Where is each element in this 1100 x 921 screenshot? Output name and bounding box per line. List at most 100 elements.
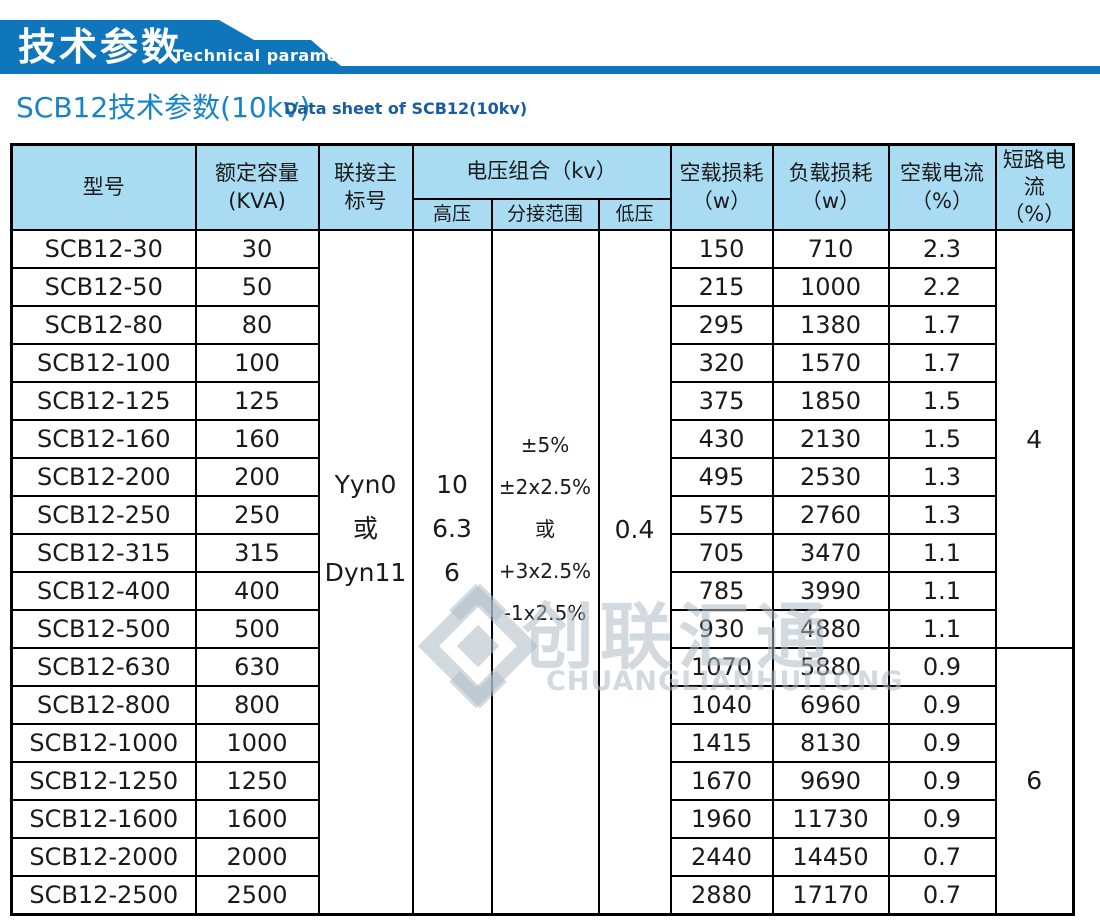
cell-noload-current: 0.9 [887, 723, 997, 763]
cell-capacity: 250 [194, 495, 320, 535]
cell-noload-current: 1.3 [887, 495, 997, 535]
table-row: SCB12-125 125 375 1850 1.5 [10, 381, 1074, 421]
cell-noload-current: 1.7 [887, 305, 997, 345]
cell-noload-loss: 2880 [669, 875, 774, 915]
col-header-noload-loss: 空载损耗 （w） [669, 143, 774, 231]
cell-noload-current: 1.5 [887, 381, 997, 421]
banner: 技术参数 Technical parameter [0, 20, 1100, 74]
cell-load-loss: 3990 [771, 571, 890, 611]
cell-capacity: 2000 [194, 837, 320, 877]
table-row: SCB12-2000 2000 2440 14450 0.7 [10, 837, 1074, 877]
table-row: SCB12-500 500 930 4880 1.1 [10, 609, 1074, 649]
cell-load-loss: 2530 [771, 457, 890, 497]
col-header-low-voltage: 低压 [597, 198, 672, 231]
cell-noload-loss: 575 [669, 495, 774, 535]
table-row: SCB12-50 50 215 1000 2.2 [10, 267, 1074, 307]
spec-table-wrap: 型号 额定容量 (KVA) 联接主 标号 电压组合（kv） 空载损耗 （w） 负… [10, 143, 1075, 916]
cell-load-loss: 1850 [771, 381, 890, 421]
cell-model: SCB12-1000 [10, 723, 197, 763]
cell-load-loss: 2760 [771, 495, 890, 535]
cell-model: SCB12-125 [10, 381, 197, 421]
merged-cell-high-voltage: 10 6.3 6 [411, 229, 493, 915]
col-header-tap-range: 分接范围 [490, 198, 600, 231]
cell-noload-current: 0.9 [887, 761, 997, 801]
cell-noload-loss: 1070 [669, 647, 774, 687]
table-row: SCB12-250 250 575 2760 1.3 [10, 495, 1074, 535]
cell-model: SCB12-400 [10, 571, 197, 611]
cell-model: SCB12-160 [10, 419, 197, 459]
col-header-model: 型号 [10, 143, 197, 231]
table-row: SCB12-160 160 430 2130 1.5 [10, 419, 1074, 459]
cell-capacity: 315 [194, 533, 320, 573]
cell-model: SCB12-800 [10, 685, 197, 725]
cell-noload-loss: 495 [669, 457, 774, 497]
cell-capacity: 2500 [194, 875, 320, 915]
cell-noload-loss: 375 [669, 381, 774, 421]
cell-capacity: 1600 [194, 799, 320, 839]
cell-model: SCB12-500 [10, 609, 197, 649]
cell-capacity: 630 [194, 647, 320, 687]
cell-model: SCB12-1250 [10, 761, 197, 801]
col-header-high-voltage: 高压 [411, 198, 493, 231]
cell-model: SCB12-2000 [10, 837, 197, 877]
table-row: SCB12-2500 2500 2880 17170 0.7 [10, 875, 1074, 915]
cell-load-loss: 1570 [771, 343, 890, 383]
cell-load-loss: 17170 [771, 875, 890, 915]
cell-noload-current: 2.2 [887, 267, 997, 307]
page-title: SCB12技术参数(10kv) [16, 91, 311, 124]
cell-noload-loss: 215 [669, 267, 774, 307]
cell-noload-current: 2.3 [887, 229, 997, 269]
spec-table: 型号 额定容量 (KVA) 联接主 标号 电压组合（kv） 空载损耗 （w） 负… [10, 143, 1075, 916]
cell-noload-current: 1.7 [887, 343, 997, 383]
table-row: SCB12-400 400 785 3990 1.1 [10, 571, 1074, 611]
cell-noload-loss: 150 [669, 229, 774, 269]
cell-noload-loss: 1960 [669, 799, 774, 839]
table-row: SCB12-630 630 1070 5880 0.9 6 [10, 647, 1075, 915]
cell-model: SCB12-100 [10, 343, 197, 383]
merged-cell-short-circuit: 6 [994, 647, 1075, 915]
table-row: SCB12-100 100 320 1570 1.7 [10, 343, 1074, 383]
cell-capacity: 30 [194, 229, 320, 269]
cell-noload-current: 1.1 [887, 533, 997, 573]
cell-capacity: 400 [194, 571, 320, 611]
cell-noload-current: 1.3 [887, 457, 997, 497]
col-header-noload-current: 空载电流 （%） [887, 143, 997, 231]
col-header-connection: 联接主 标号 [317, 143, 414, 231]
cell-load-loss: 3470 [771, 533, 890, 573]
cell-load-loss: 6960 [771, 685, 890, 725]
table-row: SCB12-1600 1600 1960 11730 0.9 [10, 799, 1074, 839]
cell-noload-current: 1.1 [887, 571, 997, 611]
cell-capacity: 100 [194, 343, 320, 383]
cell-capacity: 500 [194, 609, 320, 649]
banner-title: 技术参数 [18, 25, 183, 69]
cell-noload-loss: 1040 [669, 685, 774, 725]
cell-noload-current: 0.9 [887, 799, 997, 839]
merged-cell-tap-range: ±5% ±2x2.5% 或+3x2.5% -1x2.5% [490, 229, 600, 915]
cell-load-loss: 5880 [771, 647, 890, 687]
table-row: SCB12-200 200 495 2530 1.3 [10, 457, 1074, 497]
cell-noload-loss: 1670 [669, 761, 774, 801]
table-row: SCB12-30 30 Yyn0 或 Dyn11 10 6.3 6 ±5% ±2x2.5… [10, 229, 1075, 915]
cell-noload-loss: 2440 [669, 837, 774, 877]
cell-noload-loss: 930 [669, 609, 774, 649]
cell-model: SCB12-2500 [10, 875, 197, 915]
cell-noload-loss: 785 [669, 571, 774, 611]
cell-capacity: 800 [194, 685, 320, 725]
page-subtitle: Data sheet of SCB12(10kv) [284, 99, 528, 118]
cell-noload-loss: 430 [669, 419, 774, 459]
table-row: SCB12-1000 1000 1415 8130 0.9 [10, 723, 1074, 763]
cell-noload-loss: 705 [669, 533, 774, 573]
cell-load-loss: 710 [771, 229, 890, 269]
merged-cell-connection: Yyn0 或 Dyn11 [317, 229, 414, 915]
merged-cell-low-voltage: 0.4 [597, 229, 672, 915]
cell-load-loss: 9690 [771, 761, 890, 801]
cell-noload-current: 1.1 [887, 609, 997, 649]
cell-capacity: 200 [194, 457, 320, 497]
cell-model: SCB12-200 [10, 457, 197, 497]
cell-noload-current: 0.7 [887, 875, 997, 915]
cell-model: SCB12-30 [10, 229, 197, 269]
cell-noload-current: 1.5 [887, 419, 997, 459]
cell-load-loss: 4880 [771, 609, 890, 649]
cell-model: SCB12-630 [10, 647, 197, 687]
table-row: SCB12-800 800 1040 6960 0.9 [10, 685, 1074, 725]
